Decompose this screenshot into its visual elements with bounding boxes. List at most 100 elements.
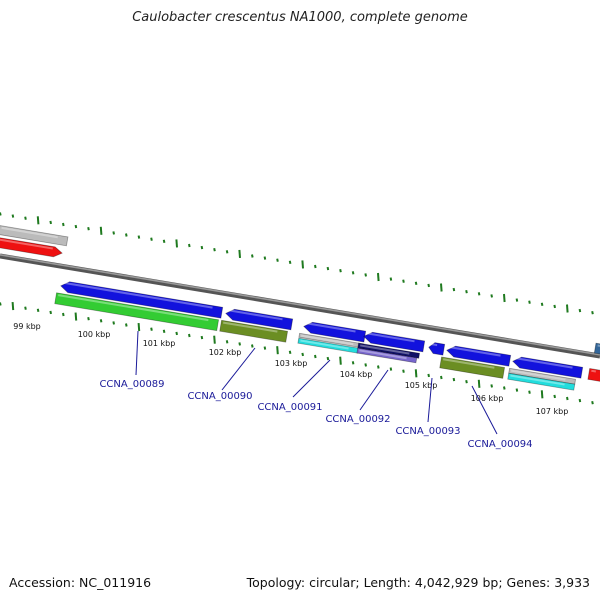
feature-gray-category-2-outline xyxy=(508,367,577,385)
feature-olive-category-2 xyxy=(439,356,506,379)
scale-tick-upper xyxy=(99,226,103,235)
scale-tick-lower xyxy=(553,394,556,399)
scale-tick-upper xyxy=(339,269,342,273)
feature-gray-upper-outline xyxy=(0,225,69,247)
scale-tick-upper xyxy=(238,249,241,258)
feature-ccna-00093-shine xyxy=(431,343,438,347)
feature-edge-red-outline xyxy=(587,368,600,382)
scale-tick-lower xyxy=(377,365,380,369)
feature-ccna-00095 xyxy=(512,356,584,379)
feature-green-category xyxy=(54,292,220,332)
scale-tick-upper xyxy=(150,237,153,241)
scale-tick-lower xyxy=(427,373,430,378)
scale-tick-lower xyxy=(591,401,594,405)
scale-label-7: 106 kbp xyxy=(471,394,504,403)
scale-tick-upper xyxy=(389,277,393,281)
scale-tick-upper xyxy=(301,260,304,269)
feature-red-upper-body xyxy=(0,237,63,257)
feature-green-category-shine xyxy=(58,294,209,322)
feature-cyan-category-2-outline xyxy=(507,372,576,391)
scale-tick-upper xyxy=(112,231,115,235)
feature-navy-category-shine xyxy=(360,344,410,355)
scale-tick-upper xyxy=(427,283,430,288)
scale-tick-lower xyxy=(540,390,544,399)
scale-tick-upper xyxy=(326,266,330,271)
scale-tick-upper xyxy=(288,260,292,264)
scale-tick-upper xyxy=(490,294,493,298)
scale-tick-lower xyxy=(213,335,216,344)
scale-tick-lower xyxy=(62,312,65,317)
scale-tick-upper xyxy=(540,302,544,306)
feature-ccna-00090-shine xyxy=(228,309,283,321)
scale-tick-upper xyxy=(528,300,531,304)
scale-tick-upper xyxy=(263,256,267,260)
scale-tick-lower xyxy=(314,354,317,359)
feature-ccna-00095-body xyxy=(512,357,583,379)
scale-tick-upper xyxy=(175,239,178,248)
scale-tick-upper xyxy=(62,222,65,227)
scale-label-4: 103 kbp xyxy=(275,359,308,368)
scale-tick-upper xyxy=(477,292,481,296)
scale-tick-lower xyxy=(566,396,569,401)
scale-tick-upper xyxy=(364,273,367,277)
feature-ccna-00092-outline xyxy=(363,331,426,353)
scale-label-3: 102 kbp xyxy=(209,348,242,357)
feature-ccna-00090 xyxy=(225,308,294,331)
scale-tick-lower xyxy=(389,367,393,371)
backbone-highlight xyxy=(0,254,600,356)
scale-tick-lower xyxy=(162,329,166,333)
scale-tick-lower xyxy=(351,361,355,365)
feature-ccna-00089 xyxy=(60,281,224,319)
feature-ccna-00089-shine xyxy=(63,281,213,309)
scale-tick-lower xyxy=(11,302,15,311)
scale-tick-lower xyxy=(339,356,342,365)
feature-olive-category-2-shine xyxy=(443,358,495,369)
feature-edge-red-body xyxy=(587,368,600,382)
scale-tick-lower xyxy=(112,321,115,325)
feature-purple-category-outline xyxy=(356,347,418,364)
feature-ccna-00094-shine xyxy=(449,346,501,357)
scale-tick-lower xyxy=(238,342,241,346)
feature-olive-category-1-outline xyxy=(219,319,289,343)
genome-title: Caulobacter crescentus NA1000, complete … xyxy=(132,10,468,25)
gene-callout-line-2 xyxy=(292,359,331,398)
feature-olive-category-2-body xyxy=(439,356,505,379)
scale-tick-upper xyxy=(213,248,216,252)
scale-tick-lower xyxy=(125,323,128,327)
feature-purple-category-shine xyxy=(359,349,407,360)
scale-label-2: 101 kbp xyxy=(143,339,176,348)
feature-cyan-category-2-body xyxy=(507,373,575,391)
feature-red-upper-shine xyxy=(0,238,53,250)
scale-tick-lower xyxy=(452,377,456,382)
feature-red-upper-outline xyxy=(0,236,63,258)
scale-tick-lower xyxy=(301,352,304,357)
scale-tick-lower xyxy=(578,398,582,403)
feature-gray-upper-shine xyxy=(1,226,58,239)
feature-navy-category-outline xyxy=(357,342,421,359)
scale-tick-upper xyxy=(515,298,519,302)
scale-tick-lower xyxy=(490,384,493,388)
feature-olive-category-1 xyxy=(219,319,289,343)
feature-ccna-00093-body xyxy=(428,342,445,356)
feature-ccna-00094-outline xyxy=(446,345,512,367)
feature-ccna-00095-shine xyxy=(515,357,573,369)
feature-green-category-body xyxy=(54,292,219,331)
scale-tick-upper xyxy=(162,239,166,243)
scale-tick-lower xyxy=(515,388,519,392)
gene-label-2: CCNA_00091 xyxy=(257,402,322,413)
feature-navy-category-body xyxy=(357,343,420,359)
scale-tick-lower xyxy=(175,331,178,336)
feature-gray-category-2-body xyxy=(508,368,576,385)
gene-label-5: CCNA_00094 xyxy=(467,439,532,450)
scale-labels: 99 kbp 100 kbp 101 kbp 102 kbp 103 kbp 104 kb… xyxy=(13,322,568,416)
scale-tick-lower xyxy=(137,323,141,332)
scale-tick-upper xyxy=(137,235,141,239)
scale-tick-lower xyxy=(49,310,52,315)
scale-tick-upper xyxy=(553,304,556,309)
scale-ticks xyxy=(0,212,594,405)
gene-callout-line-5 xyxy=(471,385,498,435)
feature-gray-category-2-shine xyxy=(511,369,566,381)
scale-tick-upper xyxy=(377,272,380,282)
scale-tick-lower xyxy=(150,327,153,331)
